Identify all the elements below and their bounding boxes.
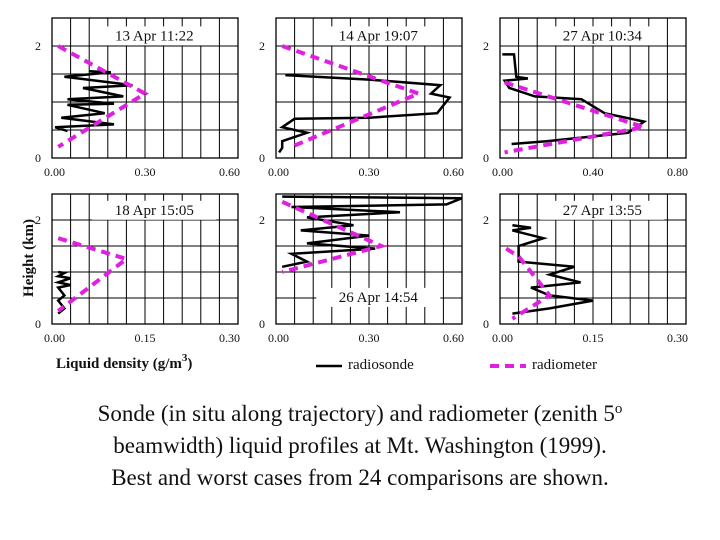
panel-5: 0 2 0.00 0.30 0.60 26 Apr 14:54 (259, 193, 464, 345)
y-tick-label: 0 (35, 317, 41, 331)
panel-4: 0 2 0.00 0.15 0.30 18 Apr 15:05 (35, 193, 240, 345)
legend-radiosonde-label: radiosonde (348, 357, 414, 373)
panel-title-bg (316, 26, 441, 46)
panel-frame (275, 193, 463, 325)
radiosonde-line (512, 223, 594, 315)
x-tick-label: 0.15 (135, 331, 156, 345)
x-tick-label: 0.60 (443, 331, 464, 345)
panels: 0 2 0.00 0.30 0.60 13 Apr 11:22 0 2 0.00 0.30 0.60… (35, 17, 688, 345)
caption-line-3: Best and worst cases from 24 comparisons… (111, 465, 609, 490)
radiometer-line (505, 246, 553, 321)
radiosonde-line (281, 195, 463, 269)
panel-title: 26 Apr 14:54 (339, 290, 419, 306)
panel-1: 0 2 0.00 0.30 0.60 13 Apr 11:22 (35, 17, 240, 179)
x-axis-label-exponent: 3 (182, 352, 188, 364)
caption-line-1-text: Sonde (in situ along trajectory) and rad… (97, 401, 615, 426)
radiometer-line (56, 236, 131, 313)
radiosonde-line (54, 69, 133, 133)
legend: radiosonde radiometer (316, 357, 597, 373)
x-tick-label: 0.00 (492, 165, 513, 179)
x-tick-label: 0.00 (268, 165, 289, 179)
y-tick-label: 0 (259, 151, 265, 165)
legend-radiometer-label: radiometer (532, 357, 597, 373)
x-axis-label-main: Liquid density (g/m (56, 356, 182, 372)
y-tick-label: 0 (35, 151, 41, 165)
panel-frame (275, 17, 463, 159)
y-tick-label: 2 (259, 213, 265, 227)
panel-title-bg (316, 287, 441, 307)
caption: Sonde (in situ along trajectory) and rad… (0, 398, 720, 494)
panel-6: 0 2 0.00 0.15 0.30 27 Apr 13:55 (483, 193, 688, 345)
panel-title-bg (540, 26, 665, 46)
radiometer-line (503, 80, 645, 155)
x-tick-label: 0.30 (219, 331, 240, 345)
x-tick-label: 0.15 (583, 331, 604, 345)
panel-title-bg (540, 200, 665, 220)
x-tick-label: 0.60 (443, 165, 464, 179)
radiometer-line (281, 199, 388, 274)
panel-title: 27 Apr 13:55 (563, 203, 642, 219)
panel-title-bg (92, 26, 217, 46)
x-tick-label: 0.30 (359, 331, 380, 345)
panel-title: 14 Apr 19:07 (339, 28, 419, 44)
radiosonde-line (278, 73, 452, 154)
caption-line-2: beamwidth) liquid profiles at Mt. Washin… (113, 433, 607, 458)
y-tick-label: 2 (483, 213, 489, 227)
x-tick-label: 0.00 (492, 331, 513, 345)
x-axis-label-close: ) (187, 356, 192, 372)
y-tick-label: 2 (259, 39, 265, 53)
y-tick-label: 2 (35, 213, 41, 227)
x-tick-label: 0.80 (667, 165, 688, 179)
caption-degree-sup: o (614, 401, 623, 417)
y-tick-label: 2 (35, 39, 41, 53)
y-axis-label: Height (km) (21, 219, 37, 297)
x-tick-label: 0.00 (268, 331, 289, 345)
panel-title: 13 Apr 11:22 (115, 28, 194, 44)
x-tick-label: 0.30 (667, 331, 688, 345)
x-tick-label: 0.00 (44, 165, 65, 179)
panel-frame (51, 17, 239, 159)
caption-line-1: Sonde (in situ along trajectory) and rad… (0, 398, 720, 430)
radiosonde-line (53, 270, 72, 315)
x-axis-label: Liquid density (g/m3) (56, 352, 192, 372)
panel-title: 27 Apr 10:34 (563, 28, 643, 44)
y-tick-label: 0 (483, 317, 489, 331)
x-tick-label: 0.30 (359, 165, 380, 179)
y-tick-label: 0 (483, 151, 489, 165)
panel-title: 18 Apr 15:05 (115, 203, 194, 219)
x-tick-label: 0.00 (44, 331, 65, 345)
x-tick-label: 0.40 (583, 165, 604, 179)
x-tick-label: 0.60 (219, 165, 240, 179)
panel-3: 0 2 0.00 0.40 0.80 27 Apr 10:34 (483, 17, 688, 179)
panel-frame (51, 193, 239, 325)
x-tick-label: 0.30 (135, 165, 156, 179)
panel-frame (499, 17, 687, 159)
radiometer-line (281, 44, 425, 149)
y-tick-label: 0 (259, 317, 265, 331)
radiosonde-line (502, 53, 648, 146)
panel-frame (499, 193, 687, 325)
radiometer-line (57, 44, 149, 149)
panel-2: 0 2 0.00 0.30 0.60 14 Apr 19:07 (259, 17, 464, 179)
panel-title-bg (92, 200, 217, 220)
y-tick-label: 2 (483, 39, 489, 53)
